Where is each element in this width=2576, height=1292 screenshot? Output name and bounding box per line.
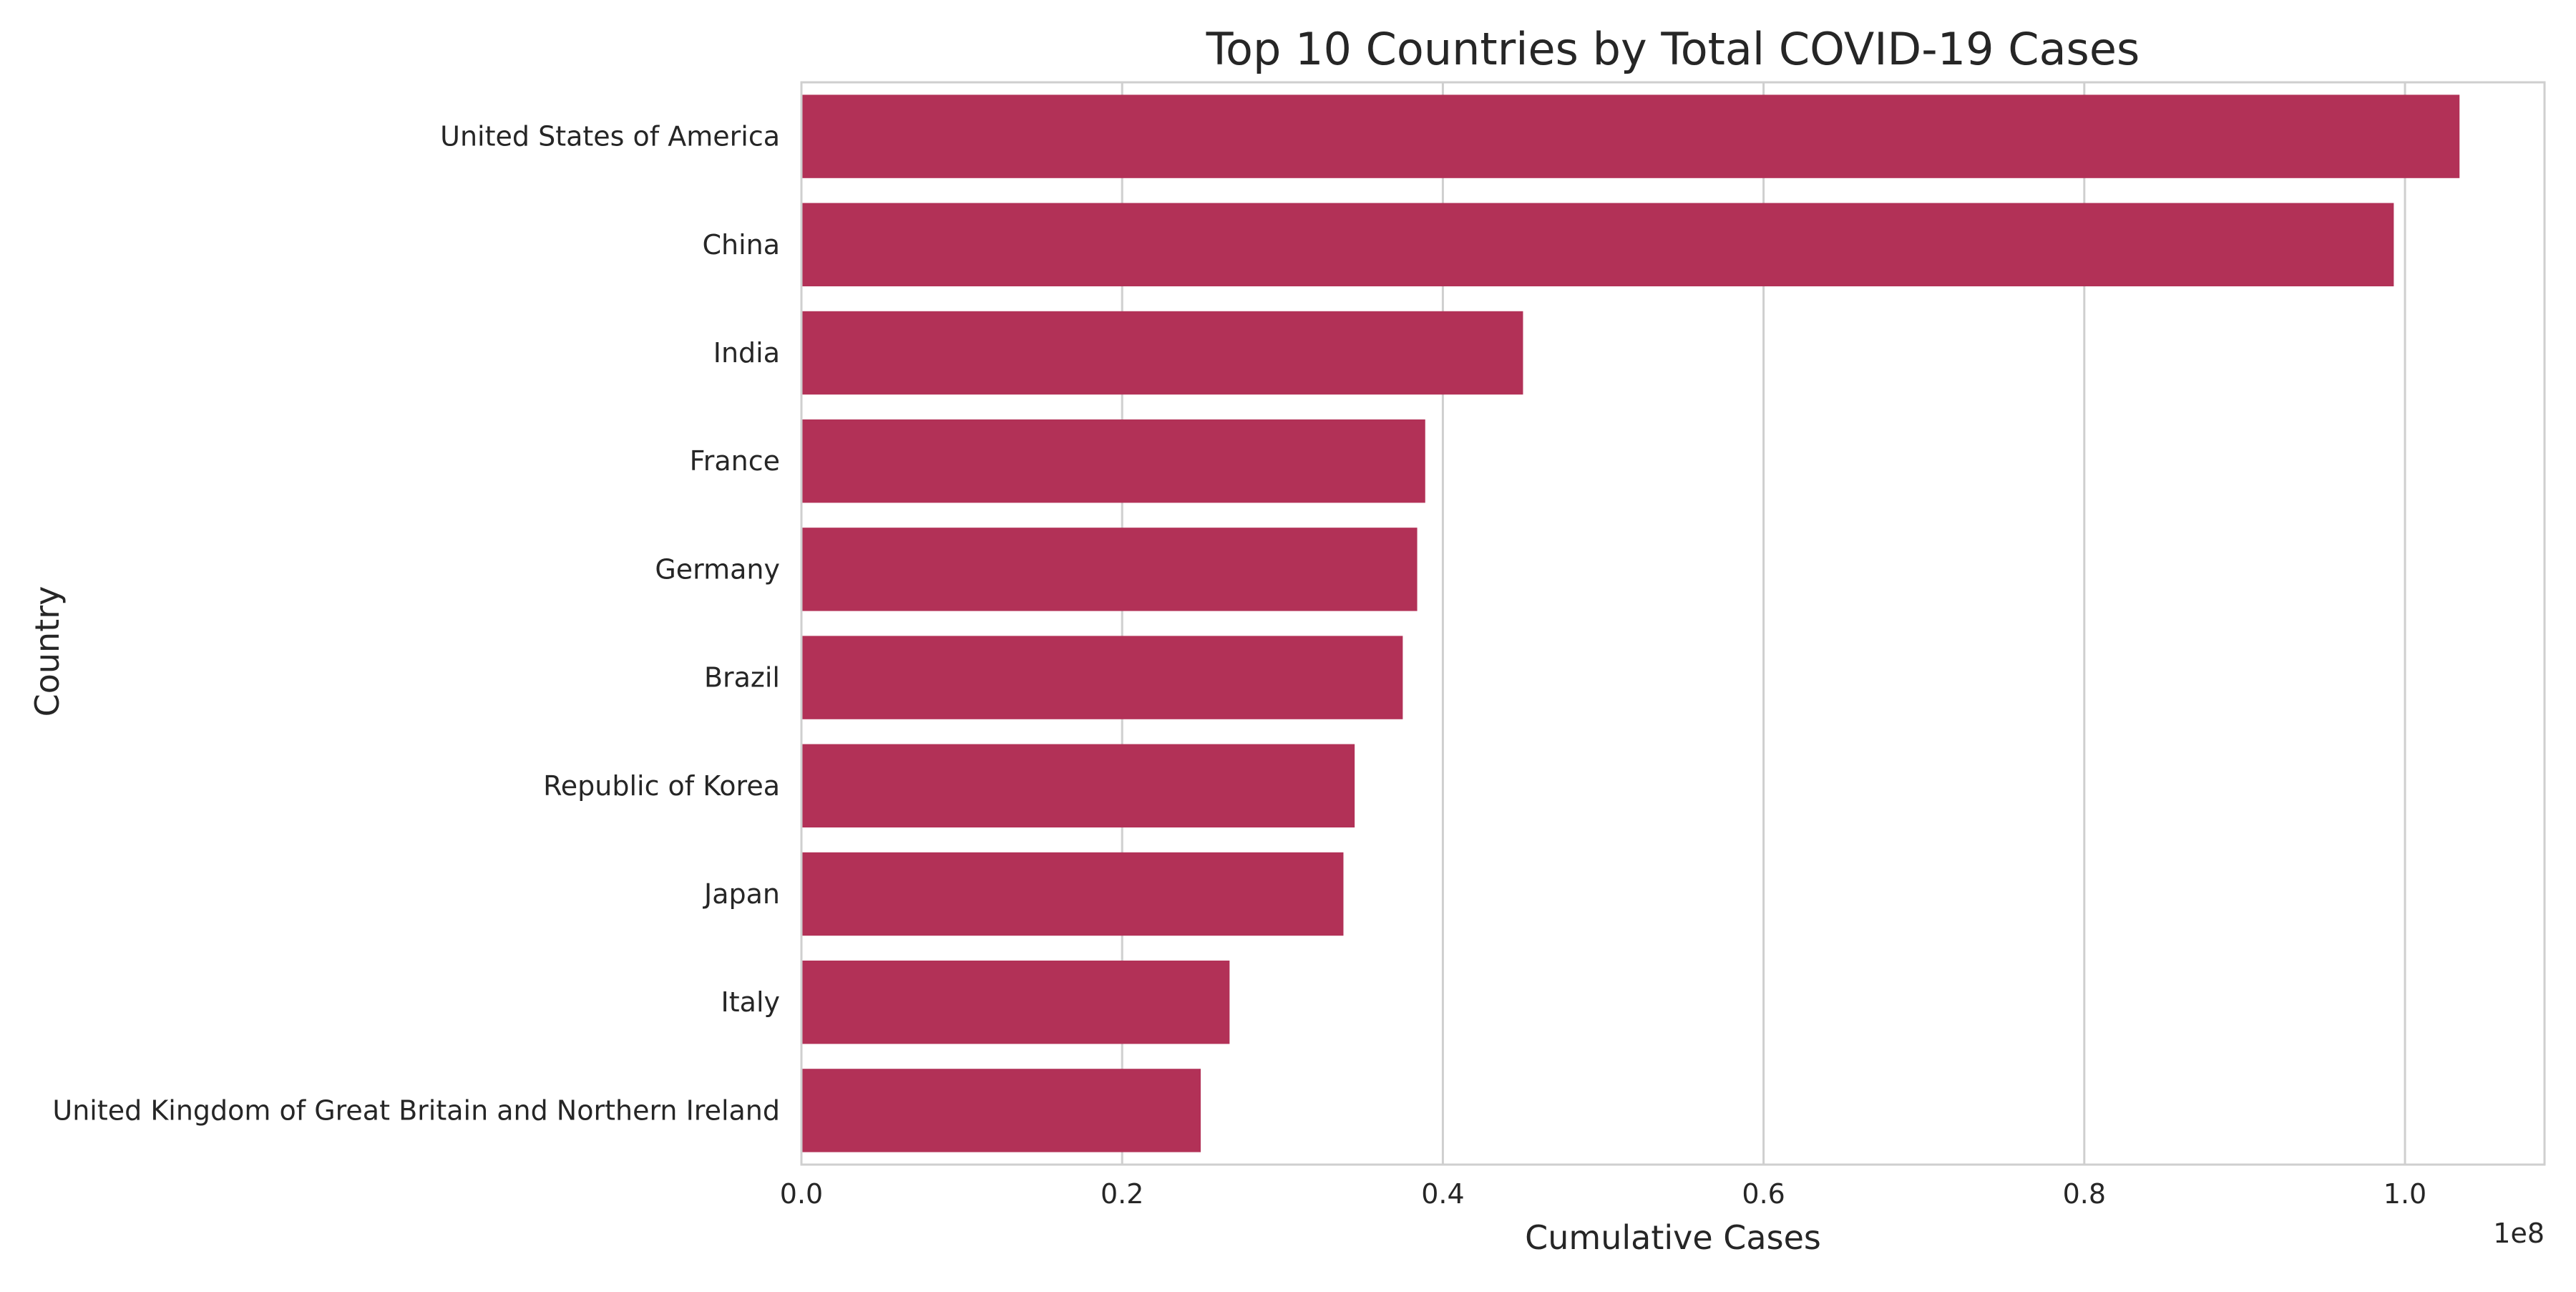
- x-axis-label: Cumulative Cases: [1525, 1218, 1821, 1257]
- bar: [801, 203, 2394, 287]
- y-tick-label: India: [713, 337, 780, 369]
- x-tick-label: 0.2: [1101, 1178, 1143, 1210]
- x-tick-label: 0.0: [780, 1178, 823, 1210]
- x-tick-label: 0.6: [1742, 1178, 1785, 1210]
- x-tick-label: 0.8: [2063, 1178, 2106, 1210]
- y-tick-label: Germany: [655, 553, 780, 585]
- y-tick-label: United States of America: [440, 121, 780, 152]
- x-tick-label: 1.0: [2384, 1178, 2426, 1210]
- x-tick-labels: 0.0 0.2 0.4 0.6 0.8 1.0: [780, 1178, 2426, 1210]
- y-axis-label: Country: [28, 586, 67, 717]
- bar: [801, 528, 1418, 611]
- y-tick-label: Brazil: [704, 662, 780, 694]
- plot-frame: [800, 81, 2546, 1166]
- bar: [801, 311, 1523, 395]
- y-tick-label: United Kingdom of Great Britain and Nort…: [52, 1094, 780, 1126]
- y-tick-label: Italy: [721, 986, 780, 1018]
- x-tick-label: 0.4: [1421, 1178, 1464, 1210]
- bar: [801, 636, 1403, 719]
- bar: [801, 852, 1344, 936]
- y-tick-label: Republic of Korea: [543, 770, 780, 802]
- y-tick-label: France: [690, 445, 780, 477]
- y-tick-label: China: [702, 229, 780, 261]
- x-axis-offset-label: 1e8: [2493, 1218, 2545, 1249]
- bar: [801, 960, 1230, 1044]
- bar: [801, 1069, 1201, 1152]
- chart-title: Top 10 Countries by Total COVID-19 Cases: [1206, 23, 2140, 75]
- bar: [801, 744, 1355, 828]
- bar: [801, 94, 2460, 178]
- bars: [801, 94, 2460, 1152]
- y-tick-labels: United States of America China India France…: [52, 121, 780, 1127]
- y-tick-label: Japan: [703, 878, 780, 910]
- bar: [801, 419, 1425, 503]
